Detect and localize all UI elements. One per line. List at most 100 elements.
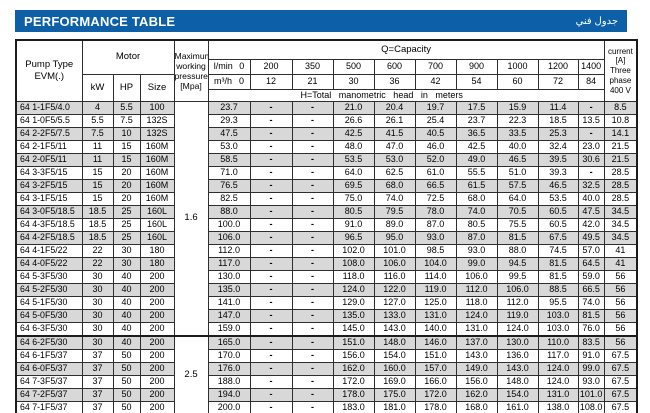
pump-type-cell: 64 5-1F5/30 <box>15 296 83 310</box>
size-cell: 200 <box>139 283 175 297</box>
hp-cell: 40 <box>112 335 141 350</box>
kw-cell: 18.5 <box>81 205 114 219</box>
head-value-cell: 112.0 <box>207 244 251 258</box>
current-cell: 56 <box>603 296 638 310</box>
head-value-cell: 137.0 <box>455 335 498 350</box>
head-value-cell: 100.0 <box>207 218 251 232</box>
hp-cell: 5.5 <box>112 101 141 115</box>
size-cell: 160M <box>139 179 175 193</box>
hp-cell: 40 <box>112 270 141 284</box>
m3h-cell: 42 <box>414 74 457 90</box>
head-value-cell: - <box>249 309 293 323</box>
head-value-cell: 99.0 <box>455 257 498 271</box>
table-row: 64 3-0F5/18.5 18.5 25 160L 88.0- -80.5 79.5 78.… <box>15 205 638 219</box>
head-value-cell: 162.0 <box>455 388 498 402</box>
head-value-cell: 93.0 <box>455 244 498 258</box>
head-value-cell: 116.0 <box>373 270 416 284</box>
lmin-cell: 1000 <box>496 59 539 75</box>
head-value-cell: 156.0 <box>455 375 498 389</box>
head-value-cell: - <box>291 244 334 258</box>
head-value-cell: 143.0 <box>455 349 498 363</box>
head-value-cell: 103.0 <box>537 322 579 337</box>
head-value-cell: 93.0 <box>577 375 605 389</box>
kw-cell: 4 <box>81 101 114 115</box>
head-value-cell: 42.5 <box>455 140 498 154</box>
head-value-cell: 89.0 <box>373 218 416 232</box>
kw-cell: 15 <box>81 179 114 193</box>
kw-cell: 22 <box>81 257 114 271</box>
size-cell: 160M <box>139 140 175 154</box>
head-value-cell: 11.4 <box>537 101 579 115</box>
head-value-cell: - <box>249 127 293 141</box>
kw-cell: 30 <box>81 270 114 284</box>
head-value-cell: 175.0 <box>373 388 416 402</box>
table-row: 64 6-2F5/30 30 40 200 2.5 165.0- -151.0 148.0 14… <box>15 335 638 413</box>
head-value-cell: 48.0 <box>332 140 375 154</box>
head-value-cell: 147.0 <box>207 309 251 323</box>
head-value-cell: 118.0 <box>455 296 498 310</box>
table-row: 64 2-1F5/11 11 15 160M 53.0- -48.0 47.0 46.0 42.… <box>15 140 638 154</box>
head-value-cell: 76.5 <box>207 179 251 193</box>
kw-cell: 5.5 <box>81 114 114 128</box>
kw-cell: 15 <box>81 166 114 180</box>
hp-cell: 20 <box>112 192 141 206</box>
head-value-cell: - <box>291 101 334 115</box>
head-value-cell: 95.0 <box>373 231 416 245</box>
current-cell: 14.1 <box>603 127 638 141</box>
header-h-total: H=Total manometric head in meters <box>207 89 605 102</box>
head-value-cell: 23.7 <box>455 114 498 128</box>
head-value-cell: 110.0 <box>537 335 579 350</box>
table-row: 64 1-1F5/4.0 4 5.5 100 1.6 23.7- -21.0 20.4 19.7… <box>15 101 638 337</box>
kw-cell: 30 <box>81 309 114 323</box>
head-value-cell: 172.0 <box>414 388 457 402</box>
head-value-cell: - <box>291 153 334 167</box>
current-cell: 41 <box>603 257 638 271</box>
head-value-cell: 168.0 <box>455 401 498 413</box>
head-value-cell: 61.0 <box>414 166 457 180</box>
hp-cell: 50 <box>112 401 141 413</box>
head-value-cell: - <box>249 166 293 180</box>
head-value-cell: 104.0 <box>414 257 457 271</box>
head-value-cell: 94.5 <box>496 257 539 271</box>
head-value-cell: 75.0 <box>332 192 375 206</box>
pump-type-cell: 64 5-2F5/30 <box>15 283 83 297</box>
head-value-cell: 26.1 <box>373 114 416 128</box>
head-value-cell: - <box>249 257 293 271</box>
current-cell: 67.5 <box>603 349 638 363</box>
table-row: 64 3-3F5/15 15 20 160M 71.0- -64.0 62.5 61.0 55.… <box>15 166 638 180</box>
header-kw: kW <box>81 74 114 102</box>
head-value-cell: 161.0 <box>496 401 539 413</box>
size-cell: 200 <box>139 309 175 323</box>
head-value-cell: 32.4 <box>537 140 579 154</box>
table-row: 64 7-2F5/37 37 50 200 194.0- -178.0 175.0 172.0… <box>15 388 638 402</box>
head-value-cell: 136.0 <box>496 349 539 363</box>
head-value-cell: 108.0 <box>332 257 375 271</box>
table-row: 64 4-3F5/18.5 18.5 25 160L 100.0- -91.0 89.0 87… <box>15 218 638 232</box>
head-value-cell: - <box>249 140 293 154</box>
head-value-cell: 112.0 <box>455 283 498 297</box>
head-value-cell: 165.0 <box>207 335 251 350</box>
size-cell: 160M <box>139 153 175 167</box>
pump-type-cell: 64 1-1F5/4.0 <box>15 101 83 115</box>
current-cell: 28.5 <box>603 179 638 193</box>
head-value-cell: 29.3 <box>207 114 251 128</box>
head-value-cell: 91.0 <box>332 218 375 232</box>
head-value-cell: 58.5 <box>207 153 251 167</box>
size-cell: 200 <box>139 401 175 413</box>
head-value-cell: 67.5 <box>537 231 579 245</box>
hp-cell: 50 <box>112 375 141 389</box>
page-header: PERFORMANCE TABLE جدول فني <box>15 10 627 32</box>
table-row: 64 5-0F5/30 30 40 200 147.0- -135.0 133.0 131.0… <box>15 309 638 323</box>
current-cell: 56 <box>603 270 638 284</box>
lmin-cell: 1400 <box>577 59 605 75</box>
head-value-cell: 124.0 <box>496 322 539 337</box>
table-row: 64 1-0F5/5.5 5.5 7.5 132S 29.3- -26.6 26.1 25.4… <box>15 114 638 128</box>
head-value-cell: 87.0 <box>455 231 498 245</box>
head-value-cell: 55.5 <box>455 166 498 180</box>
hp-cell: 40 <box>112 322 141 337</box>
head-value-cell: 119.0 <box>414 283 457 297</box>
pump-type-cell: 64 3-1F5/15 <box>15 192 83 206</box>
head-value-cell: - <box>291 375 334 389</box>
head-value-cell: - <box>249 296 293 310</box>
